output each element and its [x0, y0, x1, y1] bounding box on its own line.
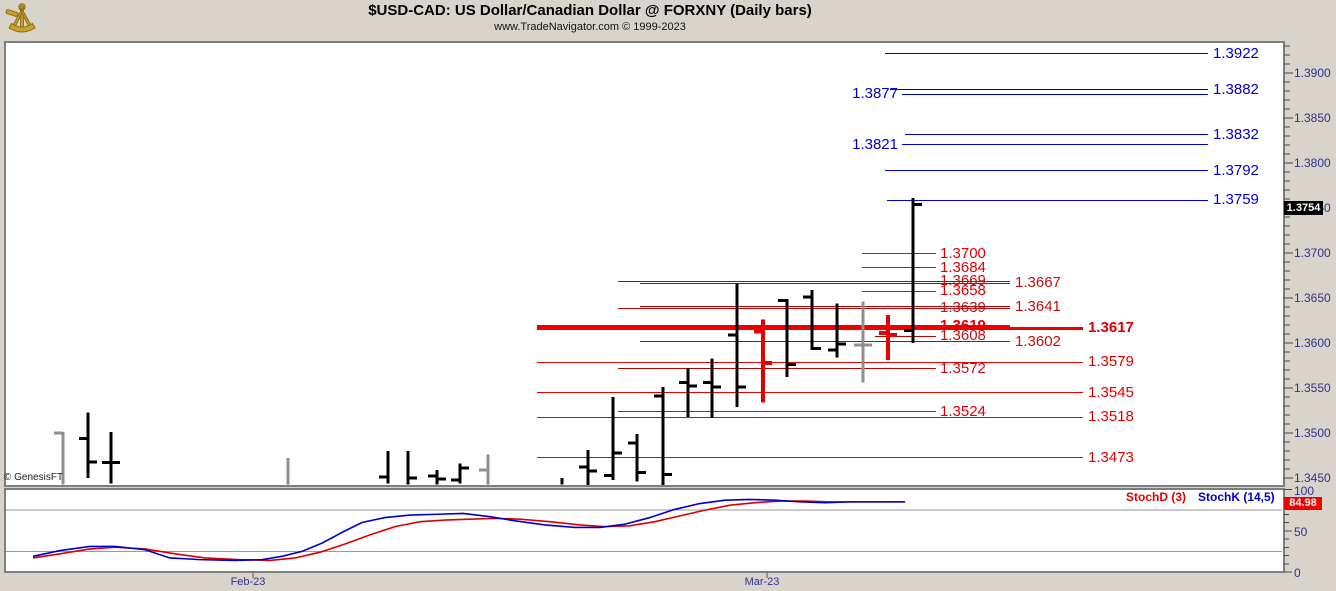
trade-navigator-logo sextant-icon: [2, 1, 42, 43]
copyright-label: © GenesisFT: [4, 472, 64, 483]
stochd-legend-label: StochD (3): [1126, 490, 1186, 504]
x-axis-label-feb: Feb-23: [230, 576, 266, 588]
current-price-box: 1.3754: [1284, 201, 1323, 215]
page-subtitle: www.TradeNavigator.com © 1999-2023: [494, 21, 686, 33]
chart-header: $USD-CAD: US Dollar/Canadian Dollar @ FO…: [0, 2, 1180, 33]
x-axis-label-mar: Mar-23: [744, 576, 780, 588]
stoch-current-value-box: 84.98: [1284, 497, 1322, 510]
page-title: $USD-CAD: US Dollar/Canadian Dollar @ FO…: [368, 2, 812, 19]
main-price-plot[interactable]: [4, 41, 1285, 487]
stochk-legend-label: StochK (14,5): [1198, 490, 1275, 504]
